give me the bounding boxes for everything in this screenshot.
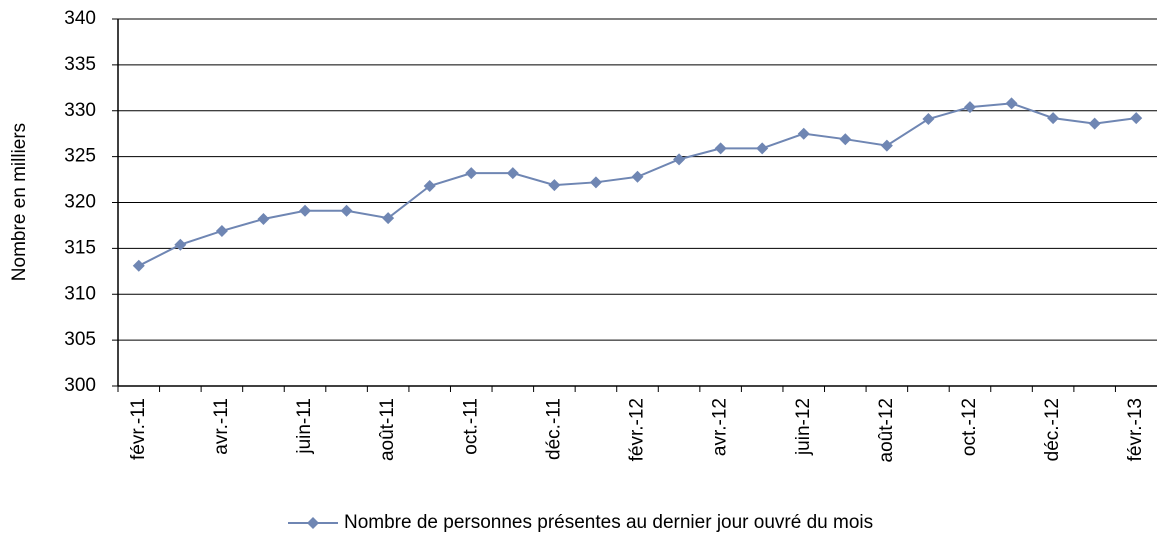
y-tick-label: 305 (64, 329, 96, 350)
point-marker (215, 224, 228, 237)
point-marker (922, 113, 935, 126)
legend-marker (307, 517, 319, 529)
point-marker (132, 259, 145, 272)
point-marker (797, 127, 810, 140)
x-tick-label: août-12 (876, 398, 897, 462)
point-marker (1088, 117, 1101, 130)
point-marker (257, 213, 270, 226)
point-marker (756, 142, 769, 155)
point-marker (299, 204, 312, 217)
x-tick-label: févr.-12 (627, 398, 648, 461)
point-marker (589, 176, 602, 189)
point-marker (506, 167, 519, 180)
y-tick-label: 325 (64, 146, 96, 167)
point-marker (174, 238, 187, 251)
y-axis-label: Nombre en milliers (9, 123, 30, 281)
point-marker (839, 133, 852, 146)
x-tick-label: déc.-11 (543, 398, 564, 460)
point-marker (631, 170, 644, 183)
y-tick-label: 315 (64, 237, 96, 258)
point-marker (465, 167, 478, 180)
x-tick-label: avr.-12 (710, 398, 731, 456)
point-marker (1005, 97, 1018, 110)
x-tick-label: juin-11 (294, 398, 315, 455)
point-marker (963, 101, 976, 114)
x-tick-label: avr.-11 (211, 398, 232, 455)
point-marker (548, 179, 561, 192)
legend-label: Nombre de personnes présentes au dernier… (344, 512, 873, 533)
point-marker (340, 204, 353, 217)
x-tick-label: févr.-11 (128, 398, 149, 460)
point-marker (423, 179, 436, 192)
x-tick-label: juin-12 (793, 398, 814, 456)
x-tick-label: oct.-12 (959, 398, 980, 456)
point-marker (1047, 112, 1060, 125)
series-line (138, 102, 1137, 267)
y-tick-label: 330 (64, 100, 96, 121)
point-marker (1130, 112, 1143, 125)
y-tick-label: 300 (64, 375, 96, 396)
x-tick-label: août-11 (377, 398, 398, 461)
point-marker (382, 212, 395, 225)
x-tick-label: déc.-12 (1042, 398, 1063, 461)
y-tick-label: 320 (64, 192, 96, 213)
y-tick-label: 310 (64, 283, 96, 304)
y-tick-label: 335 (64, 54, 96, 75)
point-marker (880, 139, 893, 152)
point-marker (714, 142, 727, 155)
x-tick-label: oct.-11 (460, 398, 481, 455)
x-tick-label: févr.-13 (1125, 398, 1146, 461)
y-tick-label: 340 (64, 8, 96, 29)
point-marker (673, 153, 686, 166)
